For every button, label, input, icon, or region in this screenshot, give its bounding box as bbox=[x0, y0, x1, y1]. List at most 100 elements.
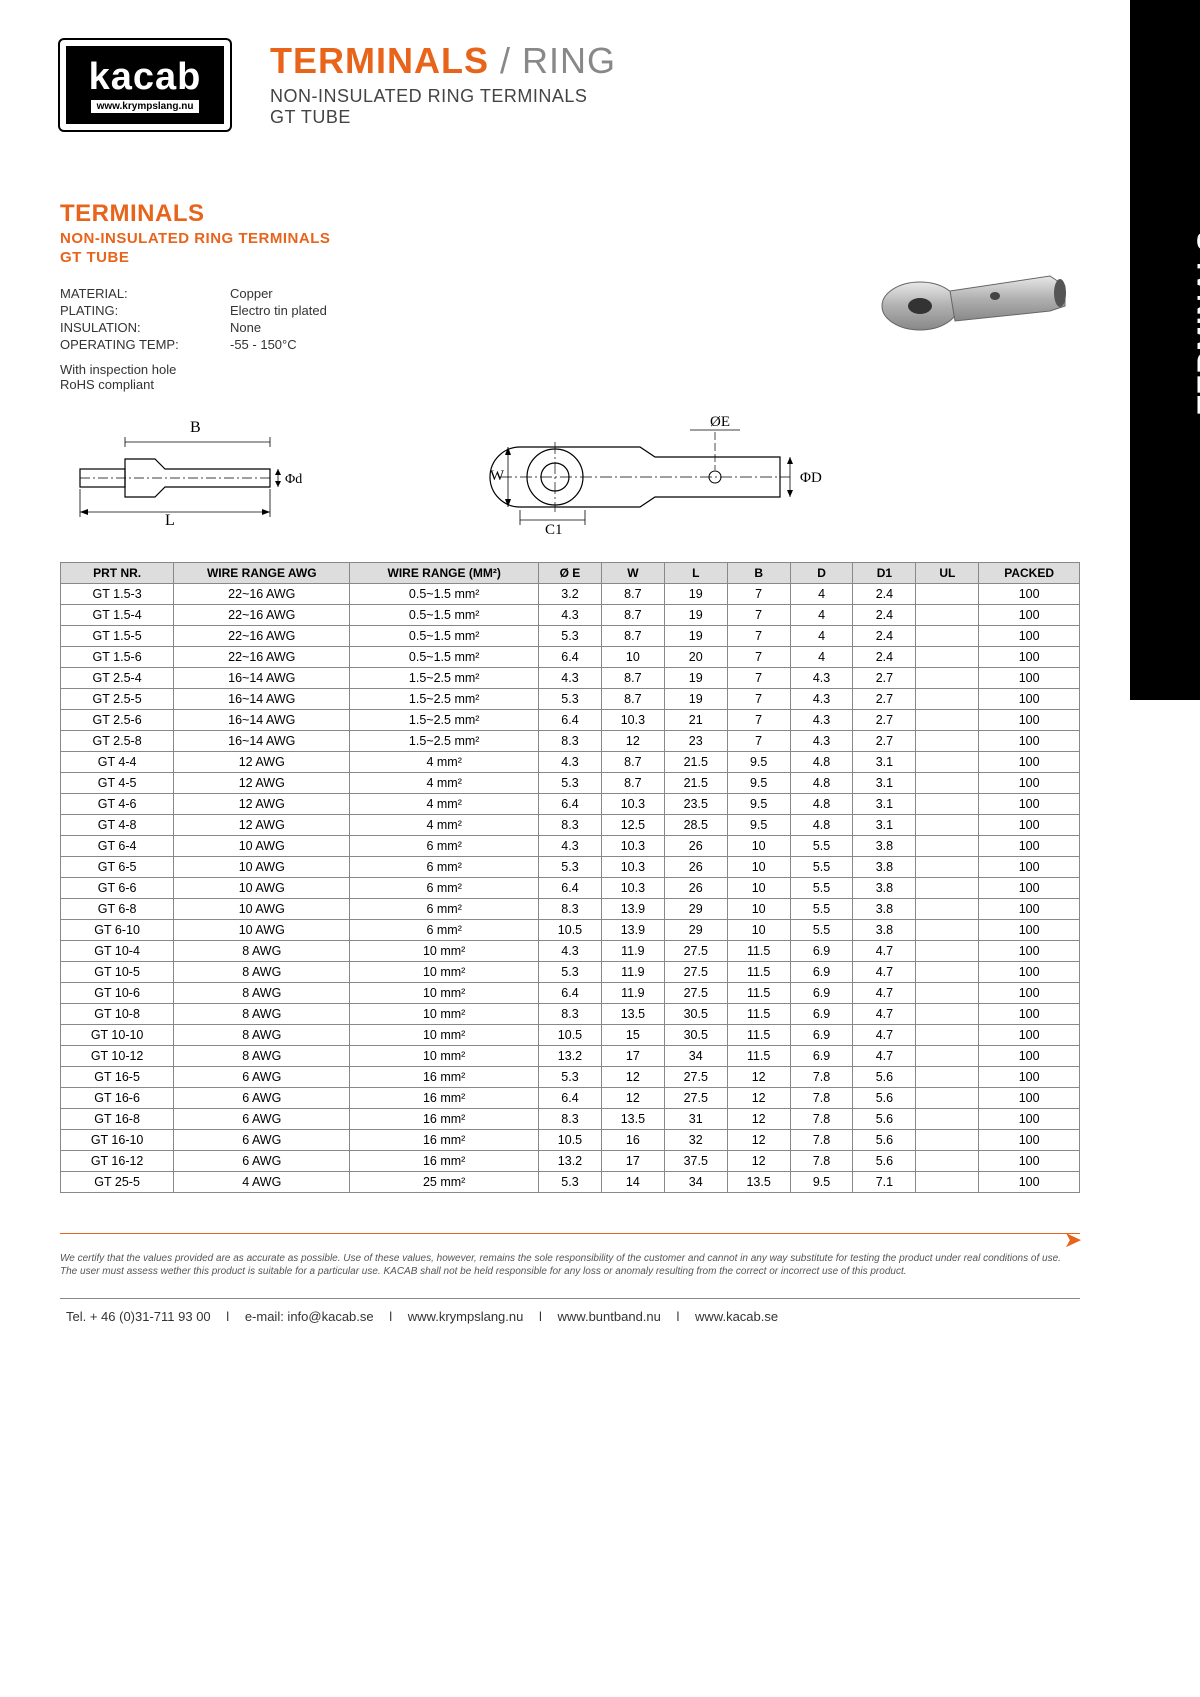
table-cell: 10 mm² bbox=[350, 1046, 539, 1067]
table-cell: GT 10-6 bbox=[61, 983, 174, 1004]
col-header: PRT NR. bbox=[61, 563, 174, 584]
table-cell: GT 1.5-4 bbox=[61, 605, 174, 626]
table-cell: 10 mm² bbox=[350, 1025, 539, 1046]
spec-table: PRT NR.WIRE RANGE AWGWIRE RANGE (MM²)Ø E… bbox=[60, 562, 1080, 1193]
table-row: GT 1.5-522~16 AWG0.5~1.5 mm²5.38.719742.… bbox=[61, 626, 1080, 647]
table-cell: 22~16 AWG bbox=[174, 605, 350, 626]
table-cell bbox=[916, 1004, 979, 1025]
spec-row: MATERIAL:Copper bbox=[60, 286, 327, 301]
table-cell: 6.9 bbox=[790, 983, 853, 1004]
table-cell: 10 AWG bbox=[174, 920, 350, 941]
table-cell: 8.7 bbox=[601, 752, 664, 773]
table-cell: 6.4 bbox=[539, 1088, 602, 1109]
table-cell: 13.9 bbox=[601, 920, 664, 941]
table-cell: 100 bbox=[979, 1130, 1080, 1151]
table-cell: 19 bbox=[664, 626, 727, 647]
table-cell: 9.5 bbox=[727, 773, 790, 794]
label-phiD: ΦD bbox=[800, 470, 822, 486]
table-cell: 100 bbox=[979, 983, 1080, 1004]
spec-value: -55 - 150°C bbox=[230, 337, 297, 352]
specs-list: MATERIAL:CopperPLATING:Electro tin plate… bbox=[60, 286, 327, 352]
table-row: GT 2.5-416~14 AWG1.5~2.5 mm²4.38.71974.3… bbox=[61, 668, 1080, 689]
table-cell: 21 bbox=[664, 710, 727, 731]
table-cell: 100 bbox=[979, 647, 1080, 668]
table-cell: 11.5 bbox=[727, 941, 790, 962]
table-cell bbox=[916, 773, 979, 794]
table-cell: 4.3 bbox=[790, 689, 853, 710]
table-cell: 4.3 bbox=[539, 836, 602, 857]
table-cell: 10.5 bbox=[539, 1025, 602, 1046]
table-cell: 11.5 bbox=[727, 962, 790, 983]
footer-tel: Tel. + 46 (0)31-711 93 00 bbox=[66, 1309, 211, 1324]
table-cell: 10 AWG bbox=[174, 836, 350, 857]
table-cell: 100 bbox=[979, 626, 1080, 647]
footer-sep: l bbox=[677, 1309, 680, 1324]
table-cell: 6 AWG bbox=[174, 1130, 350, 1151]
table-cell: 9.5 bbox=[790, 1172, 853, 1193]
table-cell: 4.7 bbox=[853, 983, 916, 1004]
table-cell bbox=[916, 836, 979, 857]
table-cell: 32 bbox=[664, 1130, 727, 1151]
table-cell: 5.3 bbox=[539, 1067, 602, 1088]
footer-sep: l bbox=[539, 1309, 542, 1324]
logo-sub: www.krympslang.nu bbox=[91, 100, 200, 113]
table-cell: 0.5~1.5 mm² bbox=[350, 584, 539, 605]
table-cell: GT 2.5-4 bbox=[61, 668, 174, 689]
table-cell: 4.7 bbox=[853, 962, 916, 983]
table-cell: 8 AWG bbox=[174, 1004, 350, 1025]
table-cell: 21.5 bbox=[664, 773, 727, 794]
table-cell bbox=[916, 647, 979, 668]
table-cell: 6.9 bbox=[790, 1025, 853, 1046]
table-cell: 8 AWG bbox=[174, 941, 350, 962]
table-cell: 8.3 bbox=[539, 1109, 602, 1130]
spec-label: PLATING: bbox=[60, 303, 230, 318]
table-cell: 100 bbox=[979, 878, 1080, 899]
spec-row: INSULATION:None bbox=[60, 320, 327, 335]
table-cell: 27.5 bbox=[664, 1067, 727, 1088]
table-cell: 26 bbox=[664, 857, 727, 878]
table-cell: 6.4 bbox=[539, 794, 602, 815]
table-cell: 2.4 bbox=[853, 584, 916, 605]
table-cell: 4.3 bbox=[539, 941, 602, 962]
table-cell: 5.5 bbox=[790, 878, 853, 899]
table-cell: 100 bbox=[979, 815, 1080, 836]
table-cell: 22~16 AWG bbox=[174, 647, 350, 668]
table-cell: 16 bbox=[601, 1130, 664, 1151]
table-cell: 10 AWG bbox=[174, 878, 350, 899]
table-cell: 26 bbox=[664, 836, 727, 857]
table-cell: 100 bbox=[979, 731, 1080, 752]
table-cell: 8.7 bbox=[601, 584, 664, 605]
table-cell bbox=[916, 794, 979, 815]
table-row: GT 25-54 AWG25 mm²5.3143413.59.57.1100 bbox=[61, 1172, 1080, 1193]
table-cell: 100 bbox=[979, 941, 1080, 962]
table-cell: 25 mm² bbox=[350, 1172, 539, 1193]
table-row: GT 10-68 AWG10 mm²6.411.927.511.56.94.71… bbox=[61, 983, 1080, 1004]
table-cell: 2.7 bbox=[853, 668, 916, 689]
table-cell: 29 bbox=[664, 899, 727, 920]
table-cell: 8.3 bbox=[539, 731, 602, 752]
table-cell: 2.7 bbox=[853, 731, 916, 752]
table-cell: 5.6 bbox=[853, 1088, 916, 1109]
table-cell: 6 AWG bbox=[174, 1109, 350, 1130]
table-cell: GT 16-5 bbox=[61, 1067, 174, 1088]
table-header-row: PRT NR.WIRE RANGE AWGWIRE RANGE (MM²)Ø E… bbox=[61, 563, 1080, 584]
table-cell: 17 bbox=[601, 1151, 664, 1172]
table-cell: 30.5 bbox=[664, 1004, 727, 1025]
col-header: D bbox=[790, 563, 853, 584]
table-cell: GT 10-10 bbox=[61, 1025, 174, 1046]
table-cell: GT 25-5 bbox=[61, 1172, 174, 1193]
table-row: GT 2.5-616~14 AWG1.5~2.5 mm²6.410.32174.… bbox=[61, 710, 1080, 731]
table-cell: 16 mm² bbox=[350, 1130, 539, 1151]
table-cell: 10.3 bbox=[601, 857, 664, 878]
col-header: Ø E bbox=[539, 563, 602, 584]
table-cell: 7 bbox=[727, 689, 790, 710]
table-cell: 12 AWG bbox=[174, 752, 350, 773]
table-cell: 7 bbox=[727, 668, 790, 689]
table-cell: GT 10-5 bbox=[61, 962, 174, 983]
table-cell: 4.3 bbox=[790, 710, 853, 731]
spec-label: INSULATION: bbox=[60, 320, 230, 335]
table-cell: 10 bbox=[727, 920, 790, 941]
table-row: GT 6-510 AWG6 mm²5.310.326105.53.8100 bbox=[61, 857, 1080, 878]
table-cell: GT 6-4 bbox=[61, 836, 174, 857]
table-cell: 5.5 bbox=[790, 836, 853, 857]
